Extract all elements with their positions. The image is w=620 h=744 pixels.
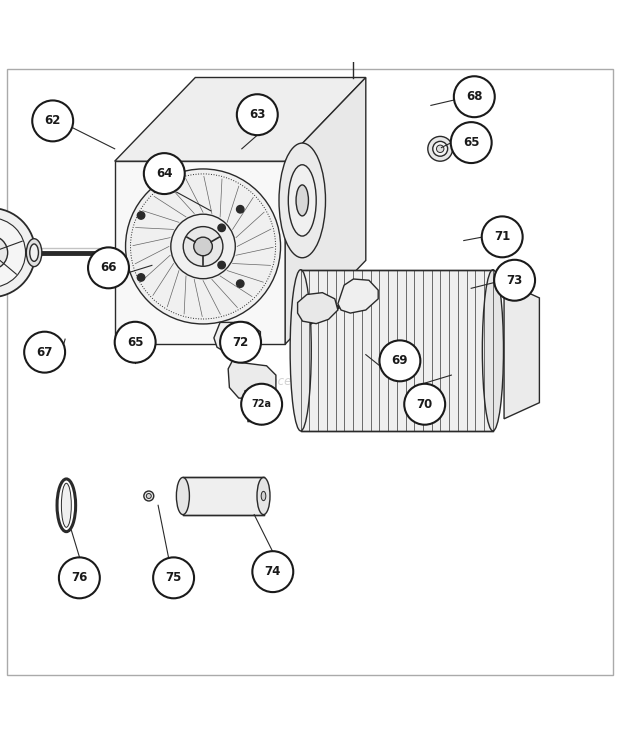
Text: 72a: 72a (252, 400, 272, 409)
Circle shape (404, 384, 445, 425)
Circle shape (193, 237, 212, 256)
Text: 69: 69 (392, 354, 408, 368)
Ellipse shape (433, 141, 448, 156)
Text: 68: 68 (466, 90, 482, 103)
Circle shape (237, 205, 244, 213)
Bar (183, 478, 264, 515)
Circle shape (125, 169, 280, 324)
Ellipse shape (482, 269, 503, 431)
Text: 65: 65 (463, 136, 479, 149)
Polygon shape (214, 322, 260, 355)
Circle shape (0, 236, 7, 269)
Circle shape (454, 76, 495, 117)
Polygon shape (228, 355, 276, 400)
Circle shape (494, 260, 535, 301)
Circle shape (252, 551, 293, 592)
Ellipse shape (290, 269, 311, 431)
Circle shape (24, 332, 65, 373)
Circle shape (0, 218, 25, 287)
Circle shape (144, 153, 185, 194)
Circle shape (32, 100, 73, 141)
Text: eReplacementParts.com: eReplacementParts.com (238, 375, 382, 388)
Circle shape (451, 122, 492, 163)
Circle shape (237, 280, 244, 287)
Ellipse shape (261, 491, 266, 501)
Ellipse shape (30, 244, 38, 261)
Text: 63: 63 (249, 108, 265, 121)
Circle shape (88, 247, 129, 288)
Circle shape (218, 224, 226, 231)
Circle shape (171, 214, 236, 279)
Ellipse shape (26, 239, 42, 266)
Circle shape (138, 212, 145, 219)
Circle shape (218, 261, 226, 269)
Ellipse shape (288, 164, 316, 236)
Circle shape (138, 274, 145, 281)
Ellipse shape (279, 143, 326, 257)
Polygon shape (115, 77, 366, 161)
Text: 71: 71 (494, 231, 510, 243)
Circle shape (220, 321, 261, 362)
Text: 62: 62 (45, 115, 61, 127)
Text: 66: 66 (100, 261, 117, 275)
Ellipse shape (296, 185, 309, 216)
Circle shape (115, 321, 156, 362)
Circle shape (482, 217, 523, 257)
Text: 74: 74 (265, 565, 281, 578)
Text: 65: 65 (127, 336, 143, 349)
Text: 70: 70 (417, 398, 433, 411)
Ellipse shape (436, 145, 444, 153)
Ellipse shape (146, 493, 151, 498)
Circle shape (184, 227, 223, 266)
Text: 72: 72 (232, 336, 249, 349)
Circle shape (59, 557, 100, 598)
Text: 73: 73 (507, 274, 523, 286)
Ellipse shape (144, 491, 154, 501)
Circle shape (153, 557, 194, 598)
Circle shape (0, 208, 35, 298)
Bar (301, 269, 493, 431)
Text: 64: 64 (156, 167, 172, 180)
Polygon shape (298, 292, 338, 324)
Text: 76: 76 (71, 571, 87, 584)
Polygon shape (504, 282, 539, 419)
Circle shape (241, 384, 282, 425)
Text: 67: 67 (37, 346, 53, 359)
Text: 75: 75 (166, 571, 182, 584)
Ellipse shape (257, 478, 270, 515)
Ellipse shape (428, 136, 453, 161)
Ellipse shape (176, 478, 189, 515)
Ellipse shape (61, 484, 71, 527)
Polygon shape (285, 77, 366, 344)
Polygon shape (115, 161, 285, 344)
Polygon shape (338, 279, 378, 313)
Circle shape (379, 340, 420, 381)
Circle shape (237, 94, 278, 135)
Polygon shape (245, 391, 260, 422)
